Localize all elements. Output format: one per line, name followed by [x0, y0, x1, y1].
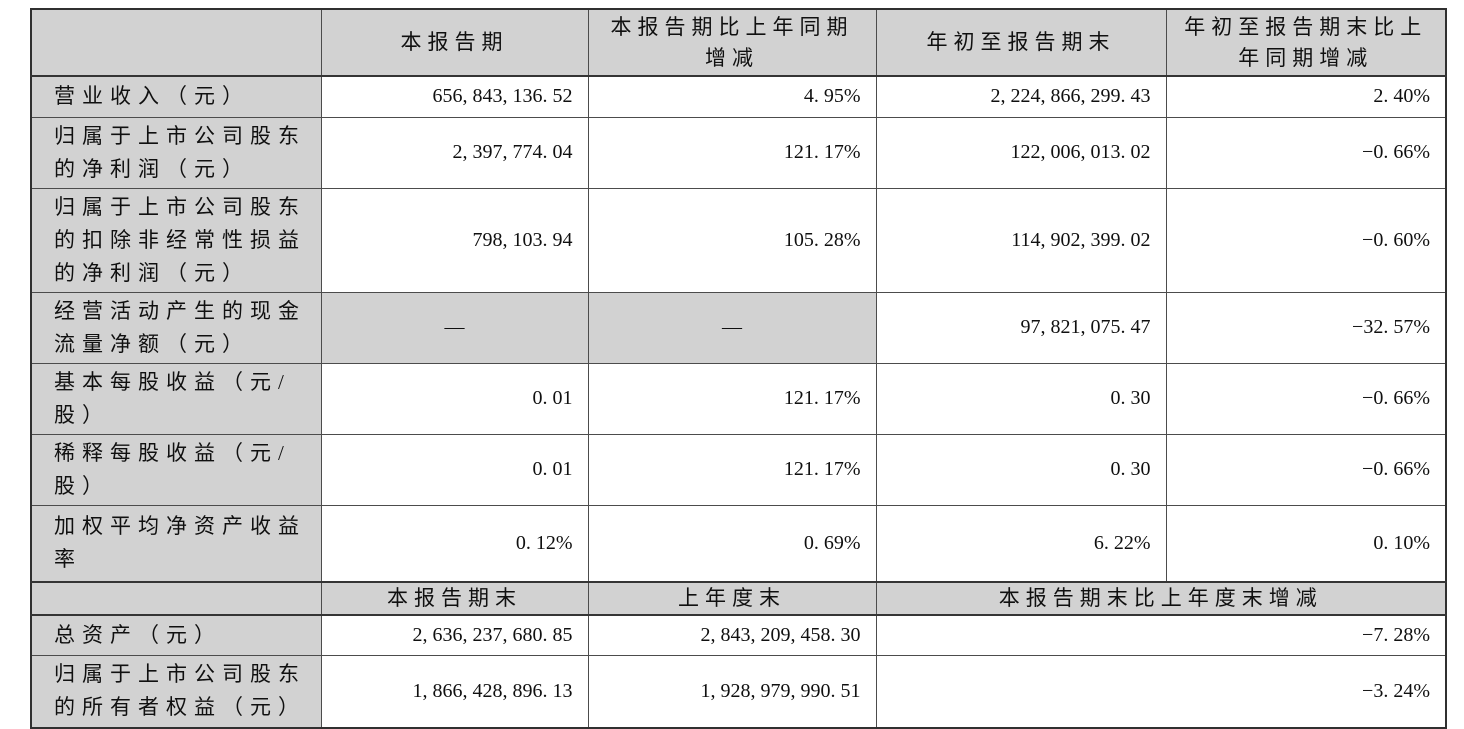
header-period-end-change: 本报告期末比上年度末增减 [875, 581, 1447, 616]
value-basic-eps-current-period-change: 121. 17% [587, 362, 877, 435]
value-total-assets-end-of-last-year: 2, 843, 209, 458. 30 [587, 614, 877, 656]
value-total-assets-end-of-period: 2, 636, 237, 680. 85 [320, 614, 589, 656]
row-label-equity: 归属于上市公司股东的所有者权益（元） [30, 654, 322, 729]
row-label-net-profit-excl-non-recurring: 归属于上市公司股东的扣除非经常性损益的净利润（元） [30, 187, 322, 293]
header-end-of-last-year: 上年度末 [587, 581, 877, 616]
table-row: 本报告期末 上年度末 本报告期末比上年度末增减 [30, 581, 1447, 616]
header-year-to-date-change: 年初至报告期末比上年同期增减 [1165, 8, 1447, 77]
value-diluted-eps-year-to-date-change: −0. 66% [1165, 433, 1447, 506]
value-diluted-eps-current-period: 0. 01 [320, 433, 589, 506]
table-row: 营业收入（元） 656, 843, 136. 52 4. 95% 2, 224,… [30, 75, 1447, 118]
header-corner-blank [30, 8, 322, 77]
header2-corner-blank [30, 581, 322, 616]
value-net-profit-excl-year-to-date: 114, 902, 399. 02 [875, 187, 1167, 293]
header-end-of-period: 本报告期末 [320, 581, 589, 616]
value-revenue-current-period-change: 4. 95% [587, 75, 877, 118]
value-net-profit-current-period: 2, 397, 774. 04 [320, 116, 589, 189]
table-row: 总资产（元） 2, 636, 237, 680. 85 2, 843, 209,… [30, 614, 1447, 656]
row-label-weighted-avg-roe: 加权平均净资产收益率 [30, 504, 322, 583]
value-operating-cash-flow-year-to-date: 97, 821, 075. 47 [875, 291, 1167, 364]
value-equity-end-of-last-year: 1, 928, 979, 990. 51 [587, 654, 877, 729]
row-label-total-assets: 总资产（元） [30, 614, 322, 656]
value-basic-eps-year-to-date: 0. 30 [875, 362, 1167, 435]
value-operating-cash-flow-year-to-date-change: −32. 57% [1165, 291, 1447, 364]
value-operating-cash-flow-current-period: — [320, 291, 589, 364]
value-weighted-avg-roe-year-to-date-change: 0. 10% [1165, 504, 1447, 583]
value-diluted-eps-year-to-date: 0. 30 [875, 433, 1167, 506]
value-weighted-avg-roe-year-to-date: 6. 22% [875, 504, 1167, 583]
value-net-profit-excl-year-to-date-change: −0. 60% [1165, 187, 1447, 293]
header-current-period: 本报告期 [320, 8, 589, 77]
value-revenue-year-to-date-change: 2. 40% [1165, 75, 1447, 118]
table-row: 基本每股收益（元/股） 0. 01 121. 17% 0. 30 −0. 66% [30, 362, 1447, 435]
table-row: 加权平均净资产收益率 0. 12% 0. 69% 6. 22% 0. 10% [30, 504, 1447, 583]
header-current-period-change: 本报告期比上年同期增减 [587, 8, 877, 77]
value-net-profit-excl-current-period-change: 105. 28% [587, 187, 877, 293]
value-equity-end-of-period: 1, 866, 428, 896. 13 [320, 654, 589, 729]
value-total-assets-change: −7. 28% [875, 614, 1447, 656]
value-net-profit-year-to-date: 122, 006, 013. 02 [875, 116, 1167, 189]
value-net-profit-year-to-date-change: −0. 66% [1165, 116, 1447, 189]
table-row: 经营活动产生的现金流量净额（元） — — 97, 821, 075. 47 −3… [30, 291, 1447, 364]
value-diluted-eps-current-period-change: 121. 17% [587, 433, 877, 506]
value-operating-cash-flow-current-period-change: — [587, 291, 877, 364]
header-year-to-date: 年初至报告期末 [875, 8, 1167, 77]
row-label-revenue: 营业收入（元） [30, 75, 322, 118]
row-label-net-profit: 归属于上市公司股东的净利润（元） [30, 116, 322, 189]
table-row: 归属于上市公司股东的所有者权益（元） 1, 866, 428, 896. 13 … [30, 654, 1447, 729]
table-row: 归属于上市公司股东的净利润（元） 2, 397, 774. 04 121. 17… [30, 116, 1447, 189]
table-row: 归属于上市公司股东的扣除非经常性损益的净利润（元） 798, 103. 94 1… [30, 187, 1447, 293]
row-label-basic-eps: 基本每股收益（元/股） [30, 362, 322, 435]
row-label-operating-cash-flow: 经营活动产生的现金流量净额（元） [30, 291, 322, 364]
value-basic-eps-year-to-date-change: −0. 66% [1165, 362, 1447, 435]
row-label-diluted-eps: 稀释每股收益（元/股） [30, 433, 322, 506]
table-row: 本报告期 本报告期比上年同期增减 年初至报告期末 年初至报告期末比上年同期增减 [30, 8, 1447, 77]
financial-summary-table: 本报告期 本报告期比上年同期增减 年初至报告期末 年初至报告期末比上年同期增减 … [30, 8, 1447, 729]
table-row: 稀释每股收益（元/股） 0. 01 121. 17% 0. 30 −0. 66% [30, 433, 1447, 506]
value-basic-eps-current-period: 0. 01 [320, 362, 589, 435]
value-revenue-year-to-date: 2, 224, 866, 299. 43 [875, 75, 1167, 118]
value-revenue-current-period: 656, 843, 136. 52 [320, 75, 589, 118]
key-accounting-data-table: 本报告期 本报告期比上年同期增减 年初至报告期末 年初至报告期末比上年同期增减 … [30, 8, 1447, 729]
value-net-profit-excl-current-period: 798, 103. 94 [320, 187, 589, 293]
value-equity-change: −3. 24% [875, 654, 1447, 729]
value-weighted-avg-roe-current-period: 0. 12% [320, 504, 589, 583]
value-net-profit-current-period-change: 121. 17% [587, 116, 877, 189]
value-weighted-avg-roe-current-period-change: 0. 69% [587, 504, 877, 583]
